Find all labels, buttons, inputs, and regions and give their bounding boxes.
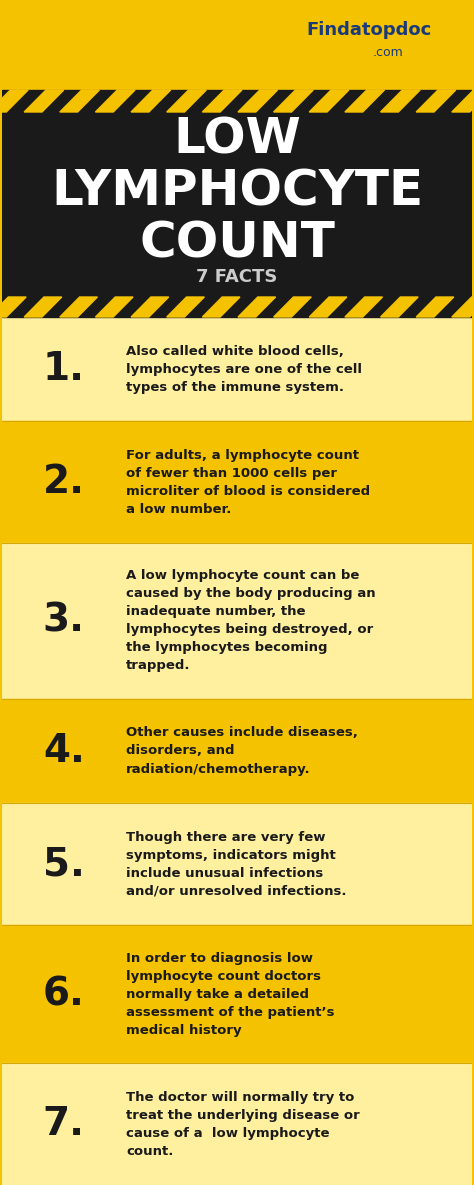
Polygon shape xyxy=(345,297,383,318)
Text: Though there are very few
symptoms, indicators might
include unusual infections
: Though there are very few symptoms, indi… xyxy=(126,831,346,897)
Polygon shape xyxy=(60,297,98,318)
Text: Other causes include diseases,
disorders, and
radiation/chemotherapy.: Other causes include diseases, disorders… xyxy=(126,726,358,775)
Polygon shape xyxy=(0,297,26,318)
Polygon shape xyxy=(131,90,171,113)
Polygon shape xyxy=(452,90,474,113)
Polygon shape xyxy=(95,297,133,318)
Text: 6.: 6. xyxy=(43,975,85,1013)
Polygon shape xyxy=(381,297,418,318)
Bar xyxy=(2,113,472,297)
Text: LYMPHOCYTE: LYMPHOCYTE xyxy=(51,168,423,216)
Polygon shape xyxy=(238,297,275,318)
Polygon shape xyxy=(167,297,204,318)
Text: 1.: 1. xyxy=(43,351,85,389)
Text: Findatopdoc: Findatopdoc xyxy=(306,21,431,39)
Polygon shape xyxy=(273,90,313,113)
Polygon shape xyxy=(309,90,349,113)
Text: 7.: 7. xyxy=(43,1106,85,1144)
Text: COUNT: COUNT xyxy=(139,220,335,268)
Text: .com: .com xyxy=(373,45,404,58)
Text: For adults, a lymphocyte count
of fewer than 1000 cells per
microliter of blood : For adults, a lymphocyte count of fewer … xyxy=(126,449,370,515)
Text: Also called white blood cells,
lymphocytes are one of the cell
types of the immu: Also called white blood cells, lymphocyt… xyxy=(126,345,362,393)
Text: 2.: 2. xyxy=(43,463,85,501)
Text: 7 FACTS: 7 FACTS xyxy=(196,268,278,286)
Polygon shape xyxy=(273,297,311,318)
Text: In order to diagnosis low
lymphocyte count doctors
normally take a detailed
asse: In order to diagnosis low lymphocyte cou… xyxy=(126,952,335,1037)
Polygon shape xyxy=(452,297,474,318)
Bar xyxy=(2,803,472,924)
Polygon shape xyxy=(60,90,100,113)
Polygon shape xyxy=(202,297,240,318)
Polygon shape xyxy=(345,90,384,113)
Text: LOW: LOW xyxy=(173,116,301,164)
Bar xyxy=(2,0,472,90)
Polygon shape xyxy=(381,90,420,113)
Polygon shape xyxy=(95,90,135,113)
Text: 4.: 4. xyxy=(43,732,85,770)
Polygon shape xyxy=(24,90,64,113)
Bar xyxy=(2,924,472,1063)
Text: A low lymphocyte count can be
caused by the body producing an
inadequate number,: A low lymphocyte count can be caused by … xyxy=(126,570,376,672)
Text: 3.: 3. xyxy=(43,602,85,640)
Bar xyxy=(2,543,472,699)
Bar xyxy=(2,422,472,543)
Polygon shape xyxy=(131,297,169,318)
Bar xyxy=(2,297,472,318)
Polygon shape xyxy=(167,90,206,113)
Text: The doctor will normally try to
treat the underlying disease or
cause of a  low : The doctor will normally try to treat th… xyxy=(126,1090,360,1158)
Polygon shape xyxy=(24,297,62,318)
Polygon shape xyxy=(309,297,347,318)
Bar xyxy=(2,699,472,803)
Polygon shape xyxy=(416,90,456,113)
Text: 5.: 5. xyxy=(43,845,85,883)
Bar xyxy=(2,90,472,113)
Polygon shape xyxy=(202,90,242,113)
Bar xyxy=(2,1063,472,1185)
Polygon shape xyxy=(416,297,454,318)
Polygon shape xyxy=(238,90,278,113)
Bar xyxy=(2,318,472,422)
Polygon shape xyxy=(0,90,28,113)
